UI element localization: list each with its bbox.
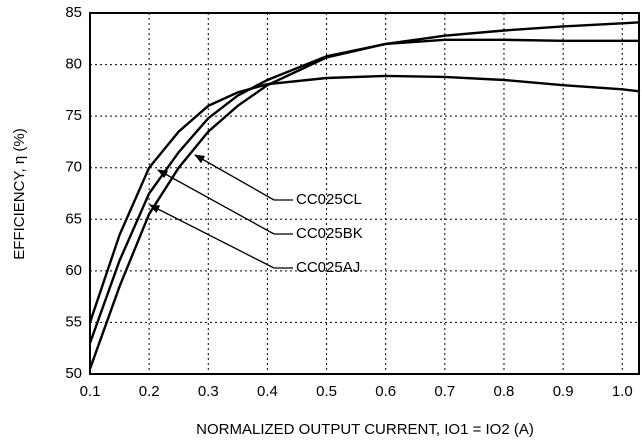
x-tick-label: 0.2 xyxy=(139,383,160,400)
y-tick-label: 75 xyxy=(65,107,82,124)
annotation-arrow xyxy=(157,169,275,235)
x-tick-label: 0.1 xyxy=(80,383,101,400)
x-axis-label: NORMALIZED OUTPUT CURRENT, IO1 = IO2 (A) xyxy=(196,421,534,438)
y-tick-label: 50 xyxy=(65,365,82,382)
y-tick-label: 85 xyxy=(65,4,82,21)
x-tick-label: 0.7 xyxy=(434,383,455,400)
y-tick-label: 80 xyxy=(65,56,82,73)
series-label: CC025BK xyxy=(296,225,363,242)
curve xyxy=(88,21,641,370)
x-tick-label: 0.5 xyxy=(316,383,337,400)
x-tick-label: 0.3 xyxy=(198,383,219,400)
x-tick-label: 1.0 xyxy=(612,383,633,400)
x-tick-label: 0.4 xyxy=(257,383,278,400)
x-tick-label: 0.6 xyxy=(375,383,396,400)
series-label: CC025CL xyxy=(296,191,362,208)
annotation-arrow xyxy=(194,154,275,201)
y-tick-label: 60 xyxy=(65,262,82,279)
plot-frame xyxy=(89,12,640,375)
curve xyxy=(88,38,640,344)
x-tick-label: 0.8 xyxy=(494,383,515,400)
annotation-arrow xyxy=(149,204,275,269)
y-tick-label: 65 xyxy=(65,210,82,227)
series-label: CC025AJ xyxy=(296,259,360,276)
curve xyxy=(88,74,641,323)
x-tick-label: 0.9 xyxy=(553,383,574,400)
y-axis-label: EFFICIENCY, η (%) xyxy=(11,128,28,259)
y-tick-label: 55 xyxy=(65,313,82,330)
y-tick-label: 70 xyxy=(65,159,82,176)
